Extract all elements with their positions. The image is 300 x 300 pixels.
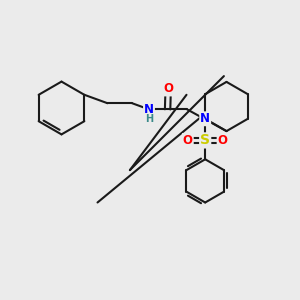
Text: O: O — [163, 82, 173, 95]
Text: O: O — [183, 134, 193, 147]
Text: O: O — [218, 134, 228, 147]
Text: N: N — [144, 103, 154, 116]
Text: H: H — [145, 114, 153, 124]
Text: N: N — [200, 112, 210, 125]
Text: S: S — [200, 134, 210, 147]
